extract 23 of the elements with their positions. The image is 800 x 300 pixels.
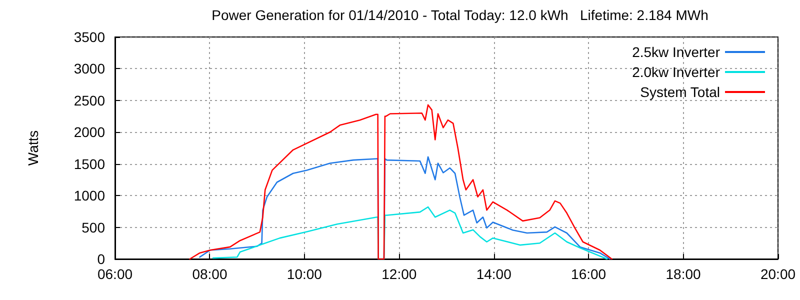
y-tick-label: 1500 <box>74 156 106 172</box>
legend-label: 2.0kw Inverter <box>632 64 720 80</box>
y-tick-label: 3000 <box>74 60 106 77</box>
y-tick-label: 3500 <box>74 29 106 45</box>
x-tick-label: 12:00 <box>382 266 417 282</box>
x-tick-label: 14:00 <box>476 266 512 282</box>
x-tick-label: 20:00 <box>760 266 796 282</box>
x-tick-label: 16:00 <box>571 266 606 282</box>
chart-title: Power Generation for 01/14/2010 - Total Today: 12.0 kWh Lifetime: 2.184 MWh <box>212 7 708 23</box>
x-tick-label: 10:00 <box>286 266 322 282</box>
y-tick-label: 2500 <box>74 92 106 108</box>
y-axis-title: Watts <box>25 130 41 166</box>
x-tick-label: 06:00 <box>97 266 133 282</box>
legend-label: System Total <box>640 84 720 100</box>
x-tick-label: 08:00 <box>192 266 228 282</box>
y-tick-label: 0 <box>97 251 106 267</box>
y-tick-label: 1000 <box>74 188 106 204</box>
y-tick-label: 500 <box>82 219 106 236</box>
legend-label: 2.5kw Inverter <box>632 44 720 60</box>
line-series <box>189 104 612 260</box>
x-tick-label: 18:00 <box>666 266 702 282</box>
y-tick-label: 2000 <box>74 124 106 140</box>
line-series <box>212 206 608 260</box>
